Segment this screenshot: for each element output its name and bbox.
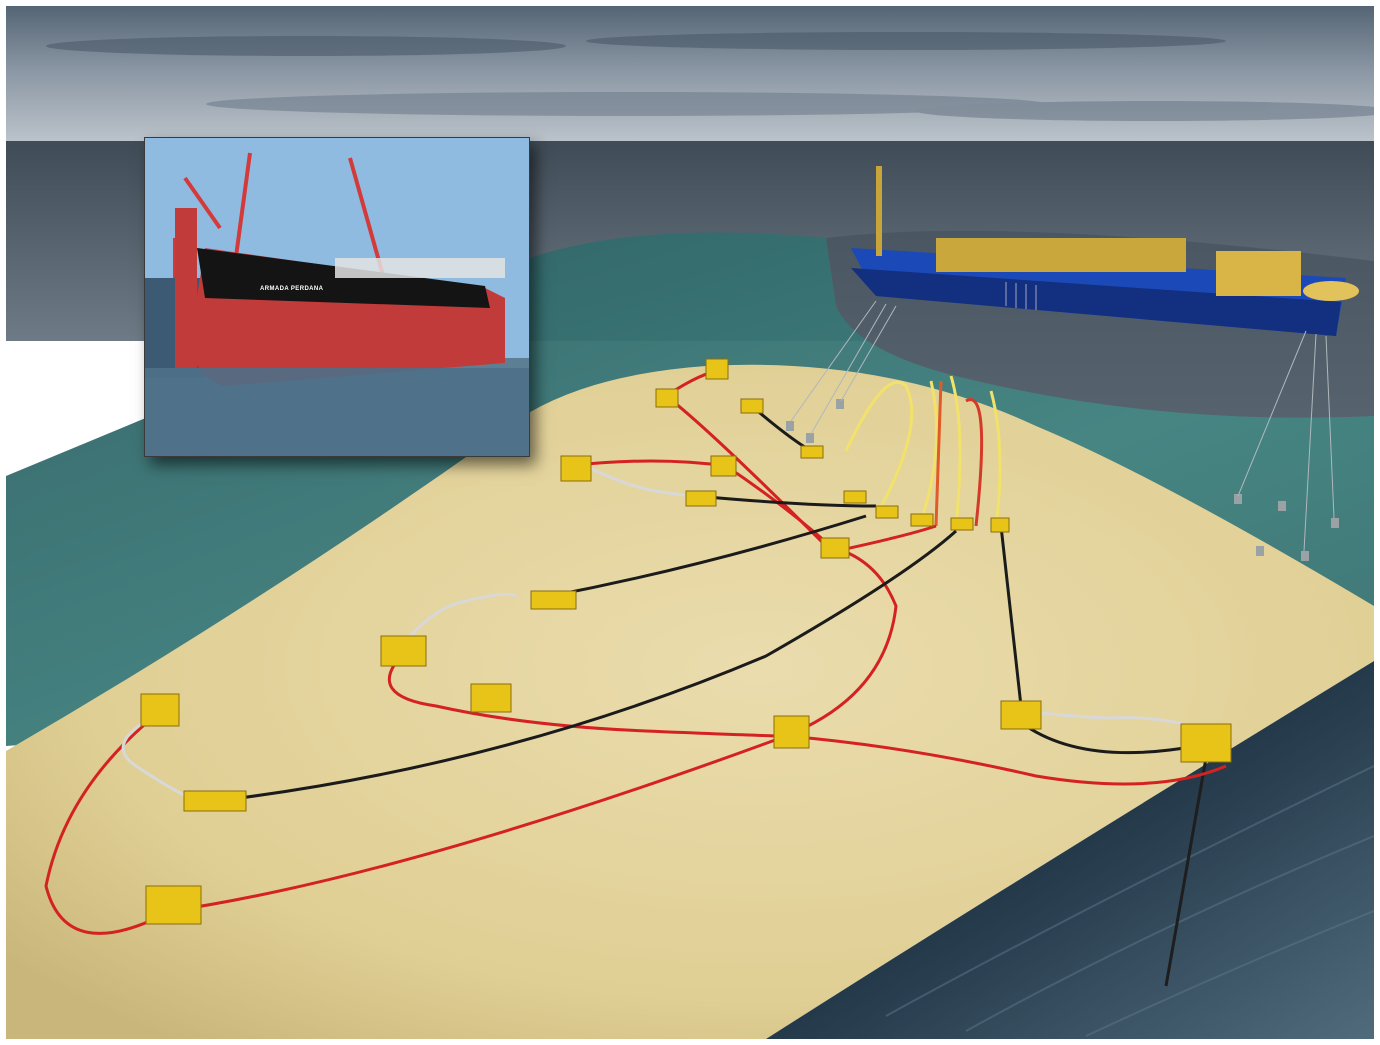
well-bore: [1164, 757, 1208, 987]
subsea-tree: [560, 455, 592, 482]
subsea-tree: [140, 693, 180, 727]
manifold: [183, 790, 247, 812]
risers: [844, 375, 1002, 527]
seabed: [6, 364, 1374, 1039]
rock-layers: [885, 765, 1374, 1037]
inset-photo-fpso-in-dock: ARMADA PERDANA: [144, 137, 530, 457]
ship-hull-name: ARMADA PERDANA: [260, 286, 324, 292]
manifold: [710, 455, 737, 477]
subsea-tree: [470, 683, 512, 713]
subsea-tree: [705, 358, 729, 380]
plem: [1000, 700, 1042, 730]
subsea-field-illustration: ARMADA PERDANA: [6, 6, 1374, 1039]
fpso-vessel: [851, 166, 1359, 336]
plem: [950, 517, 974, 531]
manifold: [773, 715, 810, 749]
manifold: [530, 590, 577, 610]
plem: [875, 505, 899, 519]
plem: [800, 445, 824, 459]
mooring-anchors: [786, 399, 1339, 561]
ship-deck-structures: [335, 258, 505, 278]
clouds: [46, 32, 1374, 121]
sky: [6, 6, 1374, 156]
crane-tower: [175, 208, 197, 368]
inset-photo: ARMADA PERDANA: [145, 138, 529, 456]
plem: [990, 517, 1010, 533]
manifold: [685, 490, 717, 507]
manifold: [740, 398, 764, 414]
subsea-tree: [1180, 723, 1232, 763]
plem: [910, 513, 934, 527]
mooring-lines: [790, 300, 1335, 552]
manifold: [820, 537, 850, 559]
photo-sea: [145, 368, 529, 456]
subsea-tree: [655, 388, 679, 408]
plem: [843, 490, 867, 504]
subsea-tree: [380, 635, 427, 667]
subsea-tree: [145, 885, 202, 925]
subsea-equipment: [140, 358, 1232, 925]
